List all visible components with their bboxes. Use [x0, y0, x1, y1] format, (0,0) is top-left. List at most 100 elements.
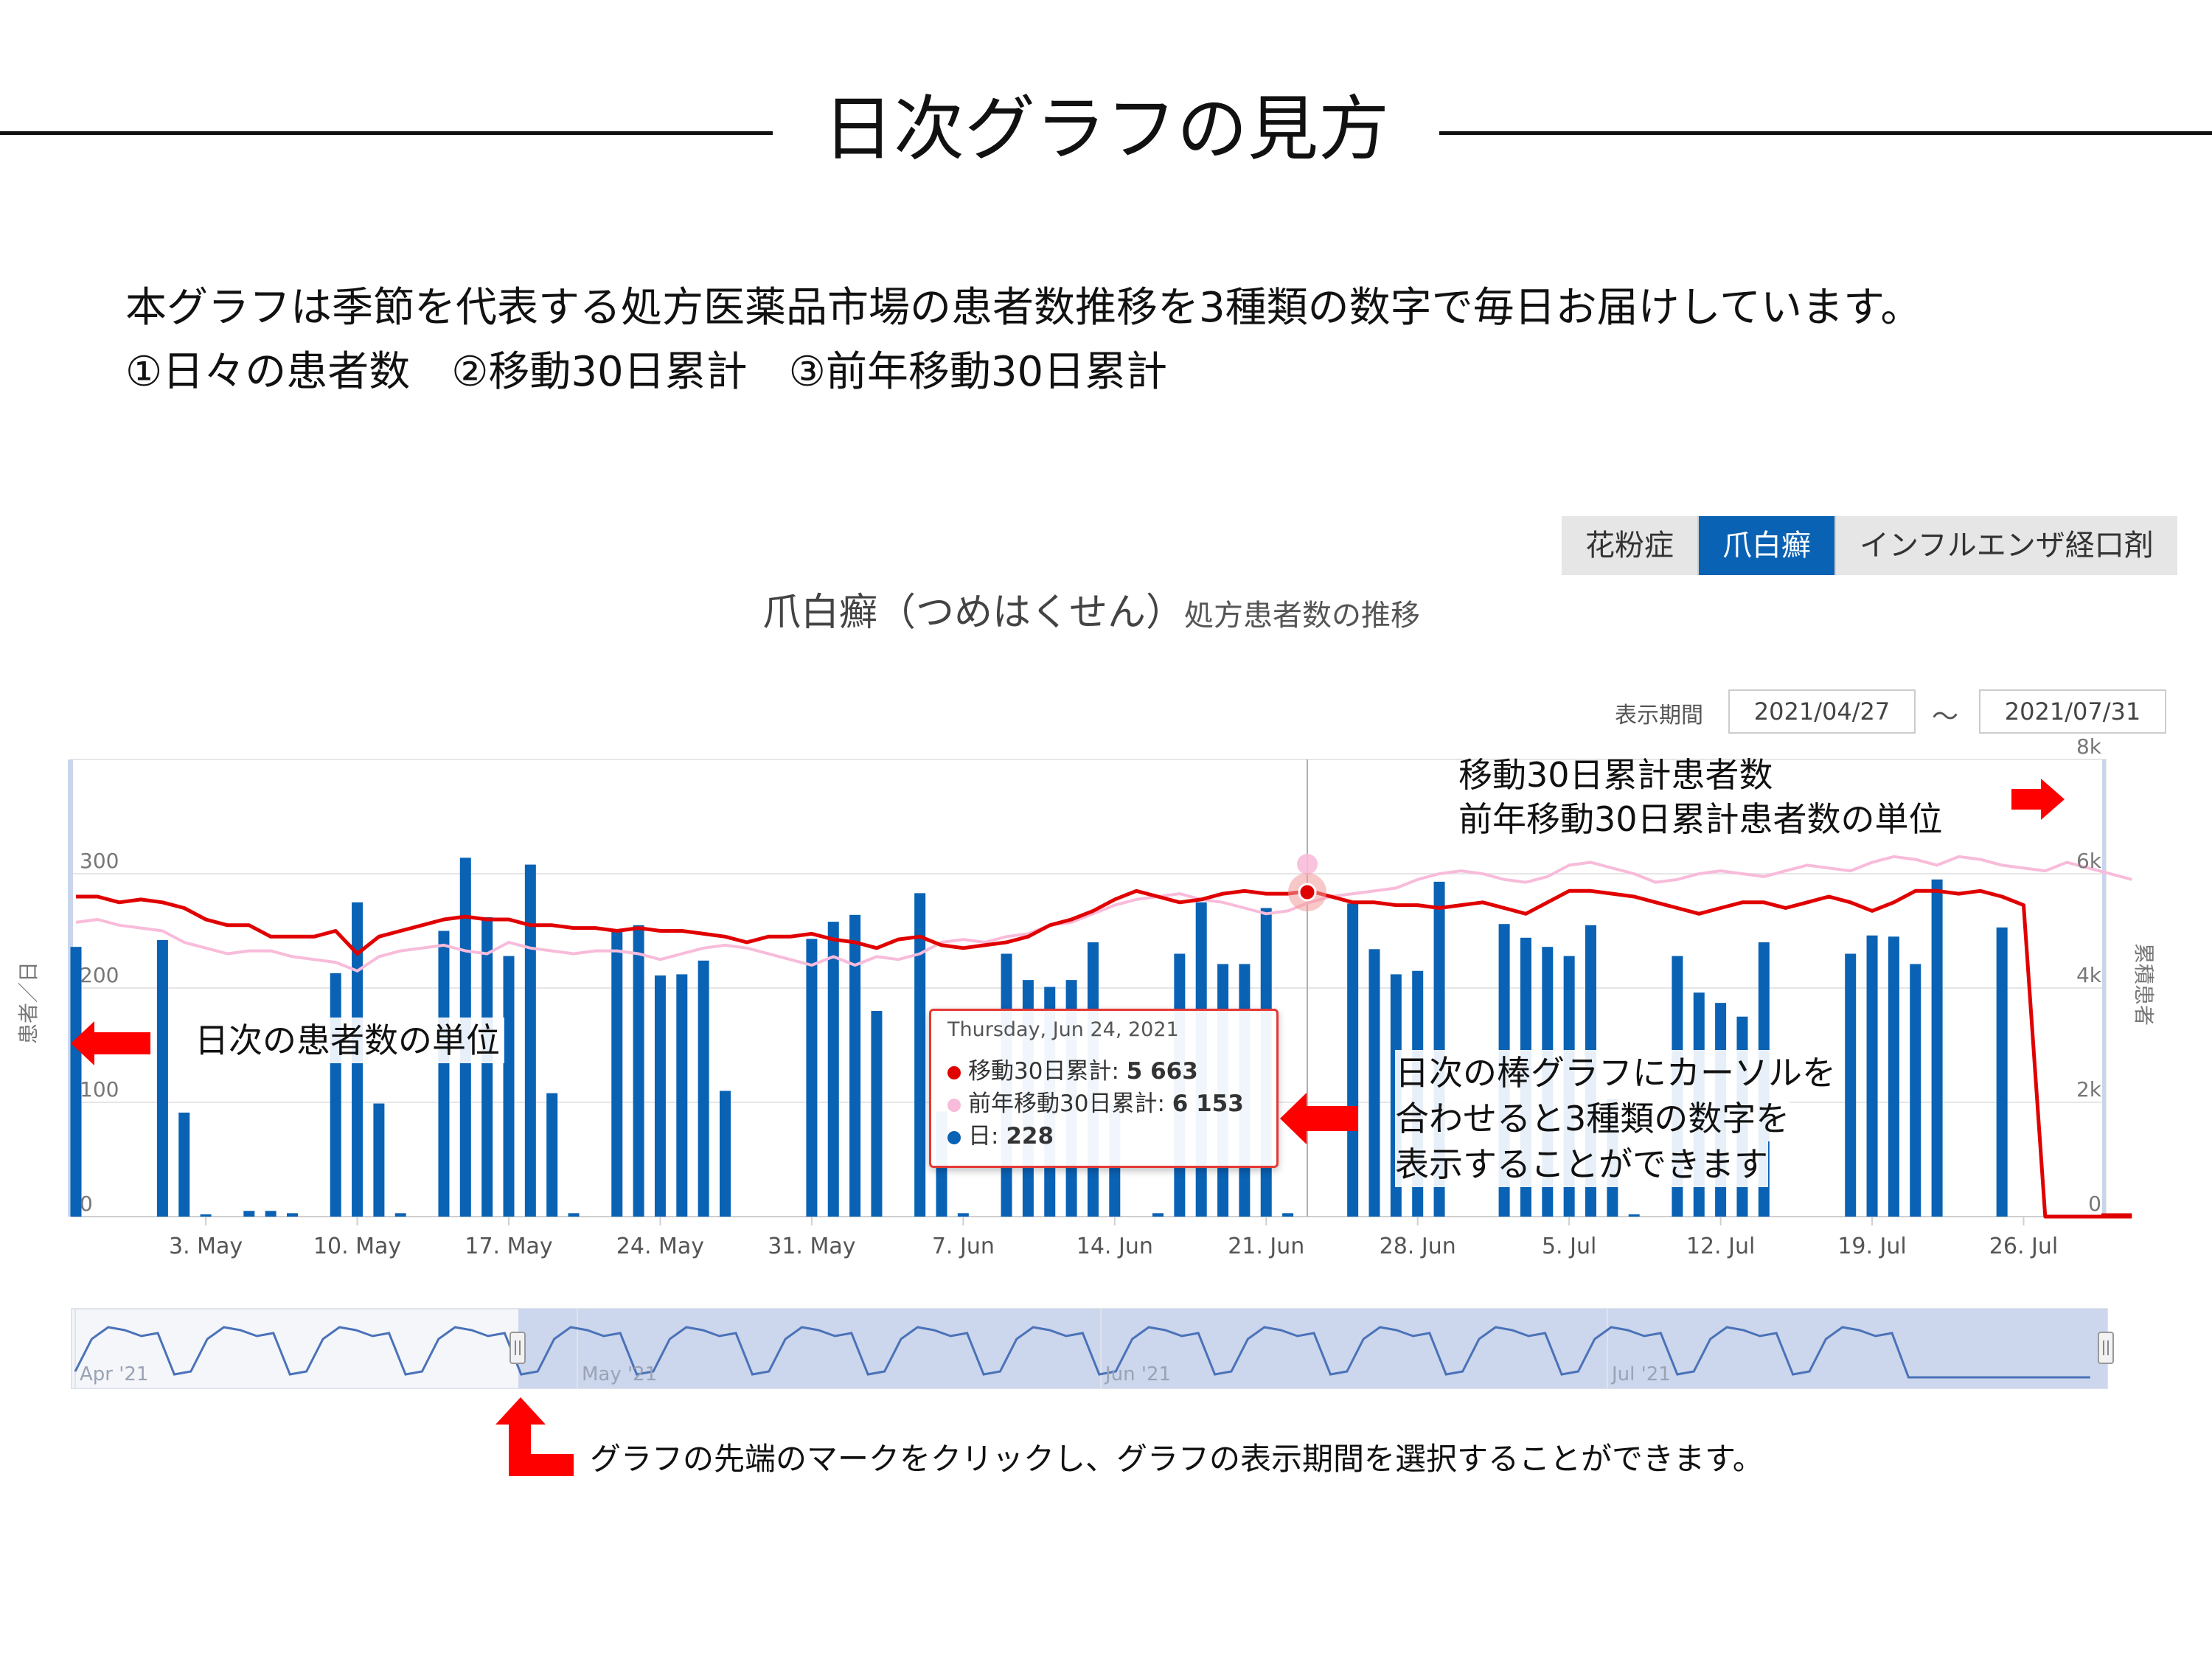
- bar-daily[interactable]: [546, 1093, 558, 1217]
- bar-daily[interactable]: [654, 975, 666, 1217]
- range-end-input[interactable]: 2021/07/31: [1979, 689, 2166, 734]
- y-right-tick-label: 8k: [2076, 734, 2102, 759]
- bar-daily[interactable]: [481, 917, 493, 1217]
- bar-daily[interactable]: [503, 956, 515, 1217]
- bar-daily[interactable]: [178, 1112, 190, 1217]
- y-axis-right-title: 累積患者: [2132, 943, 2156, 1026]
- tooltip-value-prev-year: 6 153: [1172, 1091, 1244, 1117]
- bar-daily[interactable]: [265, 1211, 276, 1217]
- tooltip-row-daily: 日: 228: [947, 1117, 1054, 1150]
- tooltip-label-prev-year: 前年移動30日累計:: [968, 1091, 1172, 1117]
- note-hover-1: 日次の棒グラフにカーソルを: [1395, 1050, 1836, 1096]
- x-tick-label: 17. May: [465, 1234, 552, 1259]
- bar-daily[interactable]: [287, 1213, 298, 1217]
- note-hover-2: 合わせると3種類の数字を: [1395, 1096, 1790, 1141]
- bar-daily[interactable]: [70, 947, 82, 1217]
- navigator-selected-band[interactable]: [518, 1309, 2107, 1388]
- intro-line-1: 本グラフは季節を代表する処方医薬品市場の患者数推移を3種類の数字で毎日お届けして…: [125, 284, 1922, 332]
- tooltip-row-prev-year: 前年移動30日累計: 6 153: [947, 1085, 1244, 1118]
- note-hover-3: 表示することができます: [1395, 1141, 1768, 1187]
- bar-daily[interactable]: [957, 1213, 969, 1217]
- bar-daily[interactable]: [438, 931, 450, 1217]
- bar-daily[interactable]: [394, 1213, 406, 1217]
- arrow-navigator: [495, 1397, 574, 1476]
- x-tick-label: 24. May: [616, 1234, 704, 1259]
- navigator-handle-right[interactable]: [2098, 1332, 2114, 1364]
- y-axis-right-ticks: 0 2k 4k 6k 8k: [2076, 734, 2102, 1216]
- navigator-line: [74, 1326, 2090, 1379]
- x-axis-ticks: 3. May 10. May 17. May 24. May 31. May 7. Jun…: [169, 1217, 2058, 1259]
- hover-marker-prev-year: [1297, 854, 1318, 874]
- navigator-month-label: Jun '21: [1104, 1363, 1171, 1385]
- y-right-tick-label: 2k: [2076, 1077, 2102, 1102]
- tooltip-dot-daily: [947, 1130, 961, 1144]
- y-axis-left-title: 患者／日: [16, 961, 41, 1044]
- tooltip-value-daily: 228: [1006, 1123, 1054, 1150]
- bar-daily[interactable]: [827, 922, 839, 1217]
- note-left-unit: 日次の患者数の単位: [190, 1018, 504, 1063]
- bar-daily[interactable]: [524, 864, 536, 1217]
- y-left-tick-label: 300: [80, 849, 119, 873]
- bar-daily[interactable]: [611, 929, 623, 1217]
- bar-daily[interactable]: [1996, 927, 2008, 1217]
- bar-daily[interactable]: [849, 914, 861, 1217]
- bar-daily[interactable]: [1282, 1213, 1294, 1217]
- y-right-tick-label: 4k: [2076, 963, 2102, 987]
- tooltip-dot-prev-year: [947, 1098, 961, 1112]
- tooltip-label-daily: 日:: [968, 1123, 1006, 1150]
- arrow-left-unit: [71, 1021, 150, 1065]
- navigator-month-label: Jul '21: [1610, 1363, 1671, 1385]
- y-left-tick-label: 200: [80, 963, 119, 987]
- hover-marker-moving: [1298, 883, 1317, 902]
- bar-daily[interactable]: [806, 939, 818, 1217]
- line-series: [75, 855, 2132, 1219]
- note-navigator: グラフの先端のマークをクリックし、グラフの表示期間を選択することができます。: [590, 1441, 1764, 1477]
- bar-daily[interactable]: [1368, 949, 1380, 1217]
- bar-daily[interactable]: [1152, 1213, 1164, 1217]
- line-prev-year-30d: [75, 855, 2132, 973]
- chart-title: 爪白癬（つめはくせん）処方患者数の推移: [0, 581, 2183, 636]
- bar-daily[interactable]: [1347, 903, 1359, 1217]
- bar-daily[interactable]: [1931, 879, 1943, 1217]
- range-start-input[interactable]: 2021/04/27: [1728, 689, 1916, 734]
- intro-line-2: ①日々の患者数 ②移動30日累計 ③前年移動30日累計: [125, 348, 1168, 396]
- x-tick-label: 31. May: [768, 1234, 855, 1259]
- heading-rule-left: [0, 131, 773, 135]
- bar-daily[interactable]: [1628, 1214, 1640, 1217]
- bar-daily[interactable]: [200, 1214, 212, 1217]
- bar-daily[interactable]: [373, 1103, 385, 1217]
- chart-title-main: 爪白癬（つめはくせん）: [762, 591, 1184, 635]
- x-tick-label: 26. Jul: [1989, 1234, 2058, 1259]
- bar-daily[interactable]: [698, 960, 709, 1217]
- note-right-unit-2: 前年移動30日累計患者数の単位: [1458, 799, 1943, 839]
- tab-influenza-oral[interactable]: インフルエンザ経口剤: [1836, 516, 2177, 575]
- bar-daily[interactable]: [1845, 953, 1857, 1217]
- bar-daily[interactable]: [676, 974, 688, 1217]
- x-tick-label: 7. Jun: [932, 1234, 995, 1259]
- bar-daily[interactable]: [568, 1213, 580, 1217]
- bar-daily[interactable]: [1866, 935, 1878, 1217]
- bar-daily[interactable]: [243, 1211, 255, 1217]
- chart-title-sub: 処方患者数の推移: [1184, 599, 1420, 633]
- line-moving-30d: [76, 888, 2132, 1219]
- tab-pollinosis[interactable]: 花粉症: [1562, 516, 1699, 575]
- tooltip-label-moving: 移動30日累計:: [968, 1058, 1127, 1085]
- note-right-unit-1: 移動30日累計患者数: [1458, 755, 1773, 795]
- bar-daily[interactable]: [156, 939, 168, 1217]
- x-tick-label: 10. May: [313, 1234, 401, 1259]
- bar-daily[interactable]: [633, 925, 644, 1217]
- bar-daily[interactable]: [720, 1091, 731, 1217]
- arrow-right-unit: [2011, 779, 2065, 820]
- bar-daily[interactable]: [1888, 936, 1899, 1217]
- bar-daily[interactable]: [871, 1011, 883, 1217]
- navigator-labels: May '21 Jun '21 Jul '21 Apr '21: [80, 1363, 1671, 1385]
- tab-onychomycosis[interactable]: 爪白癬: [1699, 516, 1836, 575]
- bar-daily[interactable]: [330, 973, 341, 1217]
- tooltip-dot-moving: [947, 1065, 961, 1079]
- chart-tooltip: Thursday, Jun 24, 2021 移動30日累計: 5 663 前年…: [929, 1009, 1279, 1168]
- bar-daily[interactable]: [1910, 964, 1921, 1217]
- navigator-handle-left[interactable]: [509, 1332, 526, 1364]
- x-tick-label: 19. Jul: [1837, 1234, 1906, 1259]
- y-left-tick-label: 100: [80, 1077, 119, 1102]
- bar-daily[interactable]: [914, 893, 926, 1217]
